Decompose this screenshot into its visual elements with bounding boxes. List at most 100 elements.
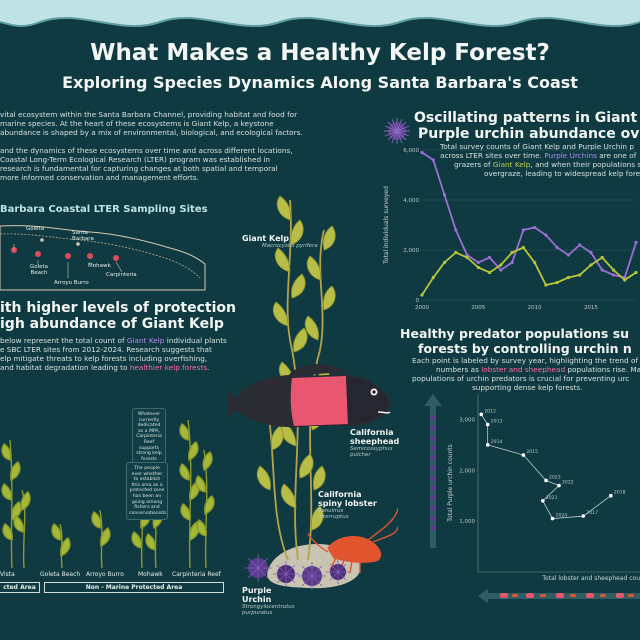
intro-paragraph-1: vital ecosystem within the Santa Barbara… <box>0 110 303 137</box>
y-tick-label: 2,000 <box>459 468 475 474</box>
data-point <box>533 260 537 265</box>
data-point <box>521 453 526 457</box>
text-run: grazers of <box>454 160 493 169</box>
data-point <box>476 265 480 270</box>
data-point <box>634 270 638 275</box>
predator-scale-pictogram <box>478 589 640 603</box>
oscillation-line-chart: 0 2,000 4,000 6,000 2000 2005 2010 2015 Total in… <box>383 148 638 311</box>
data-point <box>479 412 484 417</box>
tag-non-marine-protected-area: Non - Marine Protected Area <box>44 582 224 593</box>
predators-line: numbers as lobster and sheephead populat… <box>412 365 640 374</box>
protection-line: e SBC LTER sites from 2012-2024. Researc… <box>0 345 212 354</box>
species-sci-name: Strongylocentrotus purpuratus <box>242 604 295 616</box>
protection-text: below represent the total count of Giant… <box>0 336 227 372</box>
data-point <box>487 255 492 260</box>
data-point <box>442 260 447 265</box>
data-point <box>544 478 548 483</box>
data-point <box>544 283 548 287</box>
oscillation-heading: Oscillating patterns in Giant k Purple u… <box>414 110 640 142</box>
data-point <box>487 270 492 275</box>
predators-heading: Healthy predator populations su forests … <box>400 326 632 356</box>
species-name: Urchin <box>242 595 272 604</box>
species-sci-name: Semicossyphus pulcher <box>350 446 393 458</box>
species-name: spiny lobster <box>318 499 377 508</box>
intro-paragraph-2: and the dynamics of these ecosystems ove… <box>0 146 293 182</box>
callout-carpinteria: Whatever currently dedicated as a MPA, C… <box>132 408 166 467</box>
predators-line: Each point is labeled by survey year, hi… <box>412 356 639 365</box>
map-label-goleta: Goleta <box>26 226 45 232</box>
species-name: sheephead <box>350 437 400 446</box>
predators-line: supporting dense kelp forests. <box>472 383 583 392</box>
data-point <box>521 228 525 232</box>
species-name: Giant Kelp <box>242 234 289 243</box>
map-label-carpinteria: Carpinteria <box>106 272 137 278</box>
protection-line: elp mitigate threats to kelp forests inc… <box>0 354 208 363</box>
species-name: California <box>318 490 362 499</box>
series-line <box>421 151 637 279</box>
intro-line: research is fundamental for capturing ch… <box>0 164 278 173</box>
point-year-label: 2017 <box>586 510 598 516</box>
wave-header <box>0 0 640 28</box>
map-title: Barbara Coastal LTER Sampling Sites <box>0 204 208 215</box>
data-point <box>454 250 458 255</box>
data-point <box>600 268 604 272</box>
protection-heading-line: igh abundance of Giant Kelp <box>0 316 224 332</box>
highlight-purple-urchins: Purple Urchins <box>544 151 597 160</box>
highlight-healthier-kelp: healthier kelp forests <box>129 363 208 372</box>
intro-line: Coastal Long-Term Ecological Research (L… <box>0 155 271 164</box>
point-year-label: 2024 <box>556 513 568 519</box>
point-year-label: 2023 <box>549 474 561 480</box>
data-point <box>611 268 616 272</box>
predators-heading-line: Healthy predator populations su <box>400 326 630 341</box>
data-point <box>420 150 424 155</box>
y-tick-label: 1,000 <box>459 519 475 525</box>
point-year-label: 2013 <box>491 419 503 425</box>
data-point <box>611 273 616 277</box>
highlight-giant-kelp: Giant Kelp <box>126 336 165 345</box>
oscillation-line: Total survey counts of Giant Kelp and Pu… <box>440 142 634 151</box>
data-point <box>557 483 561 488</box>
y-axis-label: Total individuals surveyed <box>383 186 390 265</box>
text-run: . <box>207 363 210 372</box>
oscillation-text: Total survey counts of Giant Kelp and Pu… <box>440 142 640 178</box>
data-point <box>485 422 490 427</box>
oscillation-line: overgraze, leading to widespread kelp fo… <box>484 169 640 178</box>
x-tick-label: 2005 <box>471 305 485 311</box>
data-point <box>510 250 514 255</box>
data-point <box>578 273 582 277</box>
species-name: Purple <box>242 586 272 595</box>
site-marker[interactable] <box>65 253 71 259</box>
point-year-label: 2012 <box>484 408 496 414</box>
site-label-vista: Vista <box>0 571 15 578</box>
trajectory-line <box>480 414 612 519</box>
oscillation-line: across LTER sites over time. Purple Urch… <box>440 151 640 160</box>
data-point <box>609 493 613 498</box>
data-point <box>589 250 593 255</box>
site-marker[interactable] <box>113 255 119 261</box>
point-year-label: 2021 <box>546 495 558 501</box>
data-point <box>420 293 424 297</box>
sampling-sites-map <box>0 225 206 291</box>
data-point <box>578 243 582 247</box>
page-title: What Makes a Healthy Kelp Forest? <box>90 40 550 66</box>
site-marker[interactable] <box>87 253 93 259</box>
y-tick-label: 0 <box>416 298 420 304</box>
predators-text: Each point is labeled by survey year, hi… <box>412 356 640 392</box>
tag-marine-protected-area: cted Area <box>0 582 40 593</box>
protection-heading: ith higher levels of protection igh abun… <box>0 300 236 332</box>
oscillation-heading-line: Purple urchin abundance ove <box>418 126 640 142</box>
urchin-cluster <box>244 554 350 590</box>
site-marker[interactable] <box>35 251 41 257</box>
x-axis-label: Total lobster and sheephead cou <box>541 575 640 582</box>
data-point <box>476 260 480 265</box>
data-point <box>465 253 469 257</box>
intro-line: more informed conservation and managemen… <box>0 173 200 182</box>
text-run: and habitat degradation leading to <box>0 363 130 372</box>
data-point <box>485 443 490 447</box>
data-point <box>555 280 559 285</box>
site-label-arroyo-burro: Arroyo Burro <box>86 571 124 578</box>
text-run: populations rise. Maint <box>567 365 640 374</box>
map-label-mohawk: Mohawk <box>88 263 111 269</box>
point-year-label: 2015 <box>526 449 538 455</box>
data-point <box>544 233 548 237</box>
